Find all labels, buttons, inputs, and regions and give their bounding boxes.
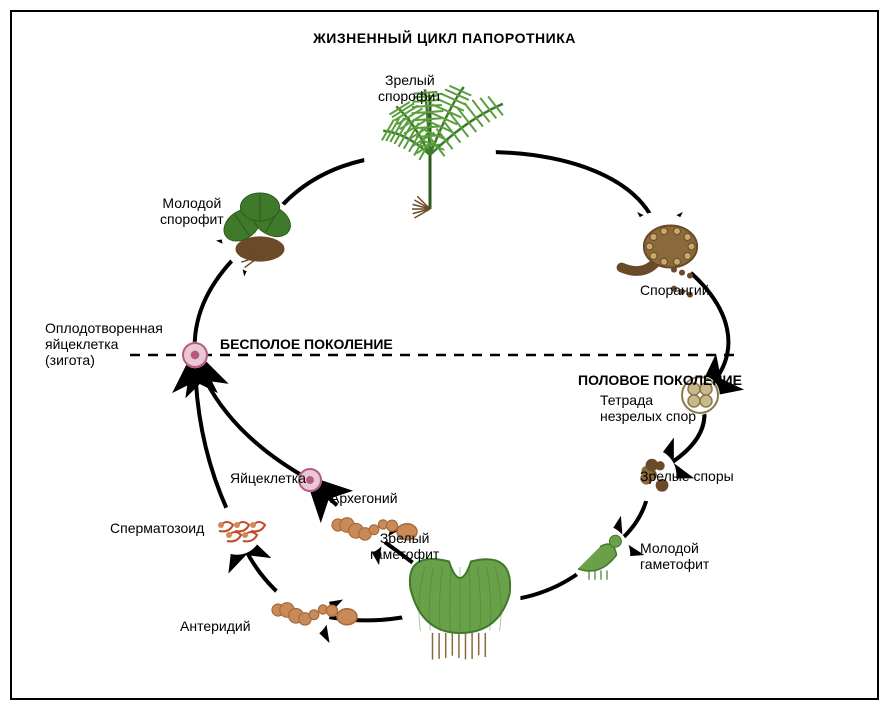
label: Зрелый спорофит [378,72,442,104]
label: Молодой гаметофит [640,540,709,572]
label: Спорангий [640,282,710,298]
label: Зрелый гаметофит [370,530,439,562]
illust-mature_sporophyte [364,86,503,221]
label: Оплодотворенная яйцеклетка (зигота) [45,320,163,368]
label: ПОЛОВОЕ ПОКОЛЕНИЕ [578,372,742,388]
illust-zygote [182,342,208,368]
illust-antheridium [270,580,357,641]
label: Антеридий [180,618,251,634]
illust-sperm [212,505,265,555]
illust-young_gametophyte [570,525,631,586]
label: Тетрада незрелых спор [600,392,696,424]
label: Сперматозоид [110,520,204,536]
label: Молодой спорофит [160,195,224,227]
label: Архегоний [330,490,398,506]
label: Яйцеклетка [230,470,306,486]
label: Зрелые споры [640,468,734,484]
label: БЕСПОЛОЕ ПОКОЛЕНИЕ [220,336,393,352]
